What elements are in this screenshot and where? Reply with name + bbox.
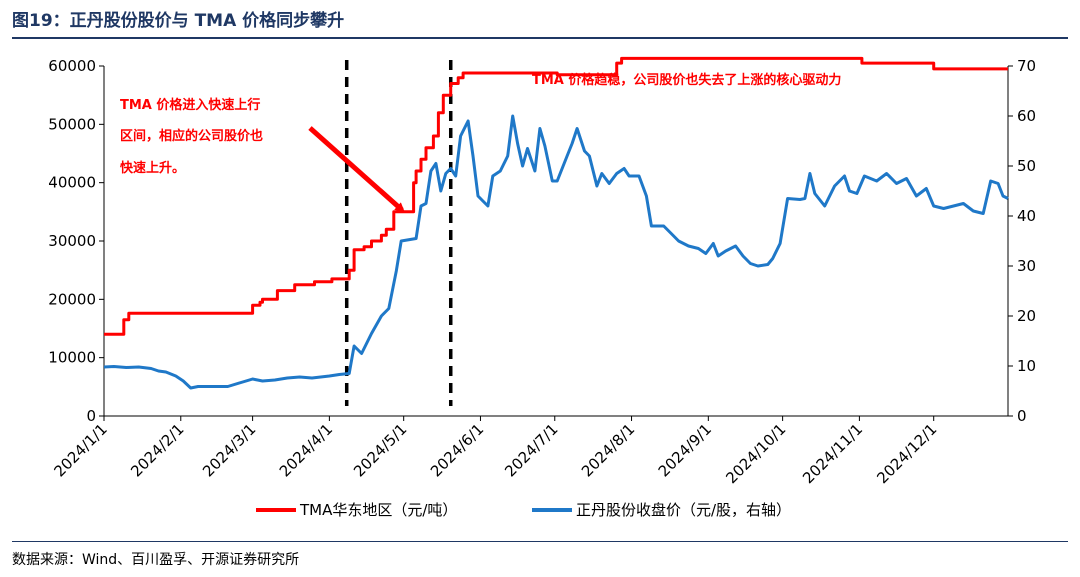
y-tick-label: 20000 — [48, 290, 96, 308]
x-tick-label: 2024/6/1 — [427, 420, 487, 480]
y-tick-label: 60000 — [48, 57, 96, 75]
y-tick-label: 30000 — [48, 232, 96, 250]
x-tick-label: 2024/4/1 — [276, 420, 336, 480]
x-tick-label: 2024/7/1 — [501, 420, 561, 480]
x-tick-label: 2024/10/1 — [722, 420, 789, 487]
y-tick-label: 0 — [86, 407, 96, 425]
axes: 0 10000 20000 30000 40000 50000 60000 0 10 20 30 40… — [48, 57, 1036, 487]
event-lines — [344, 60, 453, 406]
y2-tick-label: 10 — [1017, 357, 1036, 375]
legend-label-stock: 正丹股份收盘价（元/股，右轴） — [576, 501, 791, 519]
y2-tick-label: 40 — [1017, 207, 1036, 225]
annotation-rise-line3: 快速上升。 — [120, 160, 185, 176]
y-tick-label: 10000 — [48, 349, 96, 367]
x-tick-label: 2024/8/1 — [578, 420, 638, 480]
y2-tick-label: 30 — [1017, 257, 1036, 275]
legend: TMA华东地区（元/吨） 正丹股份收盘价（元/股，右轴） — [256, 501, 791, 519]
data-source: 数据来源：Wind、百川盈孚、开源证券研究所 — [12, 552, 300, 568]
footer-divider — [12, 541, 1068, 542]
y2-tick-label: 50 — [1017, 157, 1036, 175]
legend-label-tma: TMA华东地区（元/吨） — [299, 501, 457, 519]
stock-price-line — [103, 114, 1009, 390]
title-divider — [12, 37, 1068, 39]
figure-title: 图19：正丹股份股价与 TMA 价格同步攀升 — [12, 11, 345, 31]
y2-tick-label: 60 — [1017, 107, 1036, 125]
x-tick-label: 2024/5/1 — [350, 420, 410, 480]
y-tick-label: 40000 — [48, 174, 96, 192]
x-tick-label: 2024/3/1 — [199, 420, 259, 480]
y2-tick-label: 0 — [1017, 407, 1027, 425]
annotation-rise-line2: 区间，相应的公司股价也 — [120, 128, 263, 144]
x-tick-label: 2024/2/1 — [127, 420, 187, 480]
annotation-rise-line1: TMA 价格进入快速上行 — [120, 97, 260, 113]
annotation-plateau: TMA 价格趋稳，公司股价也失去了上涨的核心驱动力 — [532, 72, 841, 88]
tma-price-line — [104, 56, 1008, 336]
series-lines — [103, 56, 1009, 390]
y2-tick-label: 20 — [1017, 307, 1036, 325]
x-tick-label: 2024/1/1 — [50, 420, 110, 480]
y-tick-label: 50000 — [48, 115, 96, 133]
x-tick-label: 2024/12/1 — [873, 420, 940, 487]
annotations: TMA 价格进入快速上行 区间，相应的公司股价也 快速上升。 TMA 价格趋稳，… — [120, 72, 841, 213]
annotation-arrow — [308, 126, 405, 213]
x-tick-label: 2024/9/1 — [655, 420, 715, 480]
x-tick-label: 2024/11/1 — [799, 420, 866, 487]
y2-tick-label: 70 — [1017, 57, 1036, 75]
